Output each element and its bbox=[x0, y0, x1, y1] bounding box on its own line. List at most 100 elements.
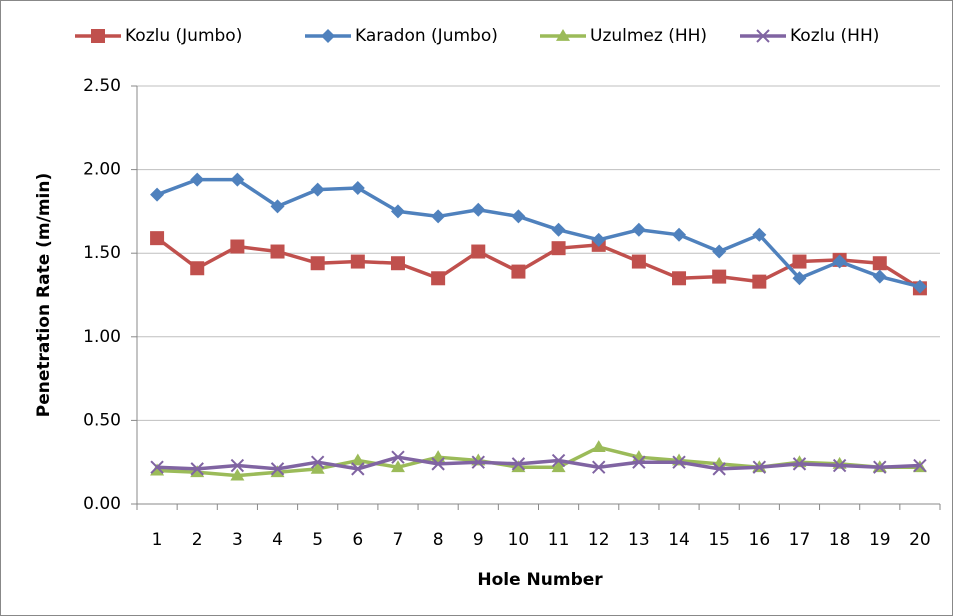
marker bbox=[511, 460, 526, 473]
marker bbox=[230, 239, 245, 254]
marker bbox=[310, 455, 325, 469]
marker bbox=[230, 458, 245, 473]
series-line bbox=[156, 177, 921, 289]
x-tick-label: 5 bbox=[312, 530, 323, 550]
x-tick-label: 10 bbox=[508, 530, 530, 550]
marker bbox=[872, 256, 887, 271]
marker bbox=[556, 29, 570, 41]
x-tick-label: 4 bbox=[272, 530, 283, 550]
x-tick-label: 11 bbox=[548, 530, 570, 550]
marker bbox=[310, 461, 325, 474]
marker bbox=[270, 199, 285, 214]
marker bbox=[912, 279, 927, 294]
y-tick-label: 1.50 bbox=[83, 243, 121, 263]
marker bbox=[350, 180, 365, 195]
x-tick-label: 20 bbox=[909, 530, 931, 550]
x-tick-label: 18 bbox=[829, 530, 851, 550]
marker bbox=[431, 209, 446, 224]
marker bbox=[190, 172, 205, 187]
marker bbox=[752, 274, 767, 289]
marker bbox=[230, 468, 245, 481]
x-tick-label: 1 bbox=[152, 530, 163, 550]
legend-label: Uzulmez (HH) bbox=[590, 26, 707, 46]
marker bbox=[591, 232, 606, 247]
marker bbox=[872, 269, 887, 284]
marker bbox=[91, 29, 105, 43]
marker bbox=[431, 271, 446, 286]
marker bbox=[190, 261, 205, 276]
marker bbox=[832, 458, 847, 473]
marker bbox=[471, 202, 486, 217]
x-tick-label: 7 bbox=[393, 530, 404, 550]
marker bbox=[631, 222, 646, 237]
marker bbox=[431, 457, 445, 471]
marker bbox=[792, 457, 807, 471]
y-tick-label: 0.00 bbox=[83, 494, 121, 514]
marker bbox=[591, 440, 606, 453]
marker bbox=[672, 227, 687, 242]
marker bbox=[551, 453, 566, 468]
marker bbox=[190, 465, 205, 478]
x-tick-label: 13 bbox=[628, 530, 650, 550]
marker bbox=[592, 460, 606, 474]
marker bbox=[471, 244, 486, 259]
marker bbox=[150, 460, 164, 474]
x-tick-label: 17 bbox=[789, 530, 811, 550]
marker bbox=[551, 241, 566, 256]
marker bbox=[390, 256, 405, 271]
marker bbox=[230, 172, 245, 187]
x-tick-label: 8 bbox=[433, 530, 444, 550]
marker bbox=[150, 187, 165, 202]
x-tick-label: 16 bbox=[749, 530, 771, 550]
marker bbox=[270, 462, 285, 476]
marker bbox=[752, 460, 767, 474]
marker bbox=[712, 462, 726, 476]
marker bbox=[310, 182, 325, 197]
marker bbox=[752, 227, 767, 242]
x-tick-label: 6 bbox=[352, 530, 363, 550]
marker bbox=[150, 231, 165, 246]
y-tick-label: 2.50 bbox=[83, 76, 121, 96]
x-tick-label: 3 bbox=[232, 530, 243, 550]
y-tick-label: 0.50 bbox=[83, 410, 121, 430]
marker bbox=[471, 455, 485, 469]
marker bbox=[792, 271, 807, 286]
x-tick-label: 15 bbox=[708, 530, 730, 550]
x-tick-label: 2 bbox=[192, 530, 203, 550]
marker bbox=[551, 460, 566, 473]
marker bbox=[350, 453, 365, 466]
marker bbox=[390, 460, 405, 473]
marker bbox=[350, 254, 365, 269]
marker bbox=[190, 462, 204, 476]
marker bbox=[712, 244, 727, 259]
marker bbox=[390, 204, 405, 219]
legend-label: Karadon (Jumbo) bbox=[355, 26, 498, 46]
legend-label: Kozlu (Jumbo) bbox=[125, 26, 242, 46]
x-axis-label: Hole Number bbox=[477, 570, 603, 590]
marker bbox=[270, 465, 285, 478]
marker bbox=[391, 450, 405, 464]
legend-label: Kozlu (HH) bbox=[790, 26, 879, 46]
marker bbox=[712, 269, 727, 284]
marker bbox=[511, 264, 526, 279]
marker bbox=[351, 462, 365, 476]
marker bbox=[631, 254, 646, 269]
marker bbox=[913, 458, 927, 473]
x-tick-label: 14 bbox=[668, 530, 690, 550]
marker bbox=[310, 256, 325, 271]
y-tick-label: 1.00 bbox=[83, 327, 121, 347]
marker bbox=[321, 29, 335, 43]
marker bbox=[551, 222, 566, 237]
marker bbox=[672, 271, 687, 286]
series-line bbox=[157, 455, 920, 471]
marker bbox=[832, 254, 847, 269]
x-tick-label: 9 bbox=[473, 530, 484, 550]
marker bbox=[270, 244, 285, 259]
marker bbox=[873, 460, 887, 474]
marker bbox=[511, 209, 526, 224]
marker bbox=[632, 455, 646, 469]
y-tick-label: 2.00 bbox=[83, 160, 121, 180]
marker bbox=[792, 254, 807, 269]
